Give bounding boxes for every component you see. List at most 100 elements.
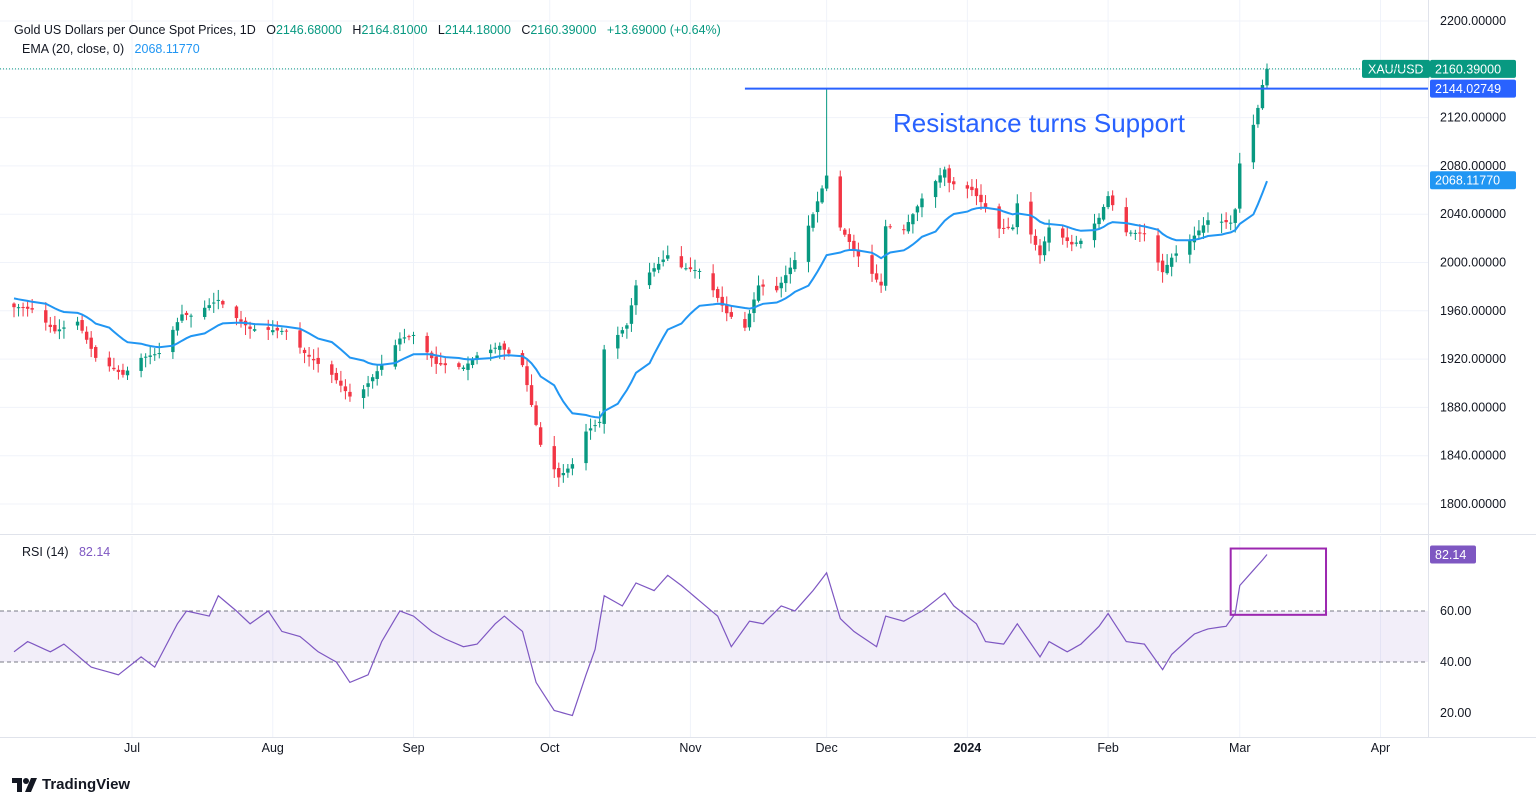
candle-body <box>153 354 157 356</box>
time-tick-label: Aug <box>262 741 284 755</box>
candle-body <box>221 301 225 305</box>
candle-body <box>457 363 461 367</box>
candle-body <box>1256 107 1260 125</box>
candle-body <box>94 347 98 358</box>
candle-body <box>652 268 656 272</box>
candle-body <box>411 334 416 336</box>
drawings <box>0 68 1428 616</box>
candle-body <box>380 365 384 370</box>
candle-body <box>443 363 447 366</box>
candlestick-series <box>12 63 1269 487</box>
ema-price-tag: 2068.11770 <box>1435 174 1500 188</box>
open-label: O <box>266 23 276 37</box>
ema-label: EMA (20, close, 0) <box>22 42 125 56</box>
candle-body <box>820 188 824 203</box>
candle-body <box>370 377 375 382</box>
candle-body <box>89 337 93 349</box>
candle-body <box>25 306 30 309</box>
candle-body <box>280 330 284 332</box>
candle-body <box>311 358 316 361</box>
candle-body <box>625 325 629 329</box>
candle-body <box>252 329 257 331</box>
candle-body <box>1260 84 1265 109</box>
candle-body <box>112 367 116 370</box>
candle-body <box>915 206 920 213</box>
candle-body <box>1219 221 1224 223</box>
tradingview-label: TradingView <box>42 776 131 793</box>
candle-body <box>602 349 606 424</box>
candle-body <box>852 240 856 250</box>
candle-body <box>1238 163 1242 209</box>
candle-body <box>298 330 302 348</box>
candle-body <box>107 357 112 367</box>
candle-body <box>743 319 747 328</box>
candle-body <box>375 371 379 379</box>
candle-body <box>779 282 783 289</box>
time-tick-label: Dec <box>816 741 838 755</box>
time-tick-label: Apr <box>1371 741 1390 755</box>
candle-body <box>1224 220 1228 223</box>
candle-body <box>597 421 602 423</box>
candle-body <box>425 335 429 353</box>
candle-body <box>316 357 320 364</box>
main-pane-grid <box>0 0 1428 533</box>
candle-body <box>1038 245 1042 256</box>
candle-body <box>661 259 665 262</box>
candle-body <box>116 369 121 372</box>
ema-line <box>13 180 1268 419</box>
candle-body <box>538 427 543 445</box>
candle-body <box>157 353 161 355</box>
candle-body <box>947 168 951 183</box>
high-value: 2164.81000 <box>361 23 428 37</box>
last-price-tag: 2160.39000 <box>1435 62 1501 76</box>
candle-body <box>248 326 252 329</box>
candle-body <box>175 322 180 331</box>
candle-body <box>148 355 152 357</box>
price-tick-label: 2080.00000 <box>1440 159 1506 173</box>
candle-body <box>1160 260 1165 273</box>
candle-body <box>1197 230 1201 236</box>
candle-body <box>870 255 874 274</box>
rsi-value-tag-bg <box>1430 545 1476 564</box>
candle-body <box>774 285 779 291</box>
candle-body <box>57 329 62 332</box>
rsi-header-value: 82.14 <box>78 545 111 559</box>
candle-body <box>1101 206 1106 220</box>
candle-body <box>593 425 597 427</box>
candle-body <box>729 312 733 317</box>
tradingview-icon <box>12 777 37 792</box>
candle-body <box>393 345 398 367</box>
axes: 1800.00000 1840.00000 1880.00000 1920.00000… <box>0 0 1536 755</box>
candle-body <box>1029 201 1033 235</box>
candle-body <box>1047 227 1051 243</box>
candle-body <box>1142 233 1147 235</box>
time-tick-label: Mar <box>1229 741 1251 755</box>
candle-body <box>439 363 443 365</box>
time-tick-label: Jul <box>124 741 140 755</box>
candle-body <box>434 356 438 364</box>
candle-body <box>747 313 752 328</box>
candle-body <box>997 206 1001 229</box>
tradingview-logo[interactable]: TradingView <box>12 776 130 793</box>
candle-body <box>180 314 184 321</box>
candle-body <box>965 185 970 189</box>
candle-body <box>1001 227 1006 229</box>
rsi-line <box>13 554 1268 717</box>
candle-body <box>806 225 811 262</box>
candle-body <box>656 263 661 270</box>
candle-body <box>125 370 130 376</box>
last-price-tag-bg <box>1430 59 1516 78</box>
candle-body <box>284 330 289 332</box>
candle-body <box>507 349 511 354</box>
candle-body <box>361 389 366 398</box>
candle-body <box>1156 235 1160 263</box>
candle-body <box>502 343 507 350</box>
candle-body <box>520 353 525 366</box>
price-tick-label: 1840.00000 <box>1440 449 1506 463</box>
close-value: 2160.39000 <box>530 23 597 37</box>
candle-body <box>53 324 57 332</box>
candle-body <box>525 366 529 386</box>
rsi-highlight-box <box>1229 547 1328 616</box>
candle-body <box>189 315 193 317</box>
candle-body <box>938 175 942 183</box>
